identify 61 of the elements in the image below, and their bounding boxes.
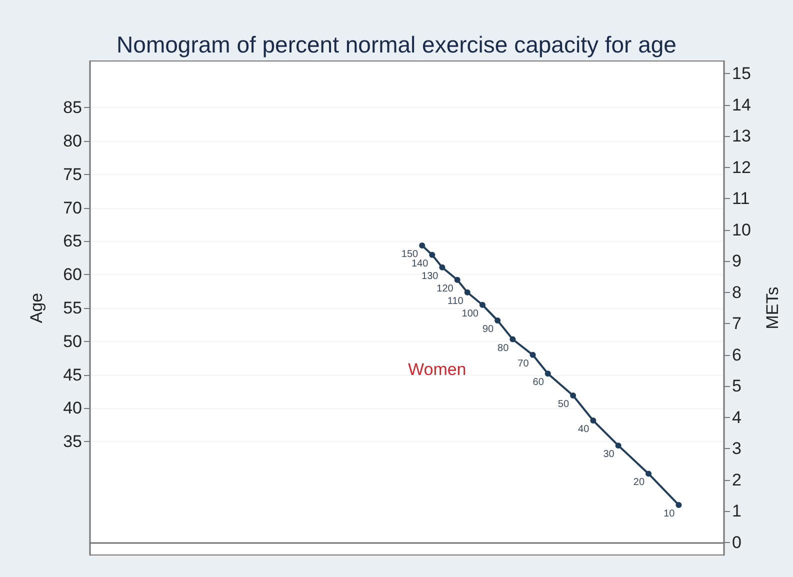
y-axis-title: Age [27, 292, 46, 324]
annotation: 80 [498, 342, 510, 354]
y2-tick-label: 10 [732, 220, 751, 240]
y2-tick-label: 11 [732, 189, 750, 208]
point [464, 289, 470, 296]
annotation: 10 [664, 508, 676, 520]
point [429, 252, 436, 258]
point [570, 392, 576, 399]
y-tick-label: 50 [63, 332, 82, 351]
annotation: 40 [578, 424, 590, 436]
y2-tick-label: 4 [732, 408, 742, 427]
y2-tick-label: 8 [732, 282, 742, 302]
y-tick-label: 55 [63, 298, 82, 318]
y-tick-label: 80 [63, 132, 82, 151]
annotation: 110 [447, 296, 464, 307]
point [454, 276, 460, 283]
y-tick-label: 40 [63, 398, 82, 418]
y2-tick-label: 6 [732, 345, 742, 364]
y-tick-label: 75 [63, 164, 82, 184]
y2-tick-label: 5 [732, 376, 742, 396]
y2-tick-label: 9 [732, 252, 742, 271]
annotation: 150 [401, 248, 419, 260]
point [510, 336, 516, 342]
point [544, 370, 551, 377]
y-tick-label: 65 [63, 232, 82, 251]
y-tick-label: 85 [63, 98, 82, 118]
annotation: 140 [411, 258, 429, 270]
y-tick-label: 70 [63, 198, 82, 218]
annotation: Women [408, 360, 466, 379]
y2-tick-label: 2 [732, 470, 742, 490]
point [479, 302, 486, 308]
annotation: 100 [462, 308, 479, 320]
chart-title: Nomogram of percent normal exercise capacity for age [116, 32, 676, 58]
annotation: 90 [482, 324, 494, 336]
point [530, 352, 536, 358]
point [615, 442, 622, 449]
y2-axis-title: METs [763, 286, 782, 330]
annotation: 30 [603, 449, 615, 460]
y-tick-label: 35 [63, 432, 82, 452]
annotation: 20 [633, 477, 645, 488]
point [646, 470, 652, 477]
point [419, 242, 426, 248]
y2-tick-label: 0 [732, 532, 742, 552]
point [439, 264, 446, 270]
y2-tick-label: 1 [732, 502, 742, 521]
y2-tick-label: 3 [732, 439, 742, 458]
annotation: 130 [422, 270, 439, 282]
y2-tick-label: 12 [732, 158, 751, 177]
annotation: 60 [532, 377, 544, 388]
annotation: 120 [436, 283, 454, 294]
point [676, 502, 682, 508]
point [590, 418, 596, 424]
y2-tick-label: 15 [732, 64, 751, 84]
y2-tick-label: 7 [732, 314, 742, 334]
y-tick-label: 45 [63, 365, 82, 384]
y2-tick-label: 13 [732, 126, 751, 146]
point [494, 318, 501, 324]
y2-tick-label: 14 [732, 95, 751, 114]
y-tick-label: 60 [63, 265, 82, 284]
annotation: 70 [518, 358, 530, 370]
annotation: 50 [558, 399, 570, 410]
